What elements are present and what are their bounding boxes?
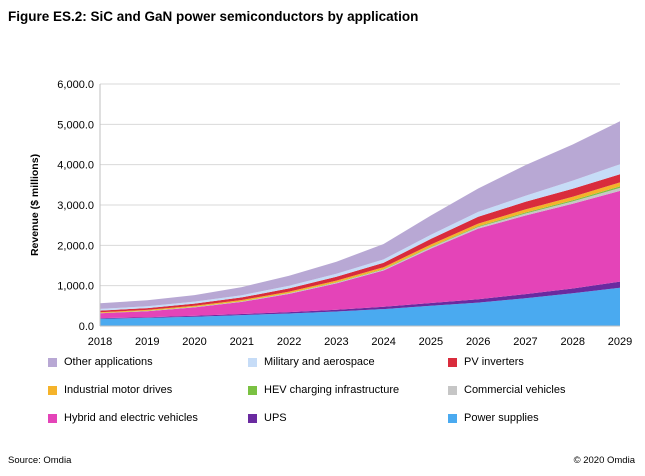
legend: Other applications Military and aerospace… (48, 356, 608, 436)
y-tick-label: 4,000.0 (57, 160, 94, 172)
x-tick-label: 2019 (135, 336, 159, 348)
legend-item-military-and-aerospace: Military and aerospace (248, 356, 375, 368)
legend-item-other-applications: Other applications (48, 356, 153, 368)
legend-swatch (448, 413, 457, 423)
legend-item-ups: UPS (248, 412, 287, 424)
x-tick-label: 2029 (608, 336, 632, 348)
area-power-supplies (100, 287, 620, 326)
legend-item-hybrid-and-electric-vehicles: Hybrid and electric vehicles (48, 412, 198, 424)
copyright-note: © 2020 Omdia (573, 455, 635, 466)
y-tick-label: 6,000.0 (57, 79, 94, 91)
legend-label: Commercial vehicles (464, 384, 566, 396)
legend-swatch (48, 385, 57, 395)
area-series-group (100, 121, 620, 326)
y-tick-label: 1,000.0 (57, 281, 94, 293)
legend-item-pv-inverters: PV inverters (448, 356, 524, 368)
legend-swatch (48, 357, 57, 367)
legend-swatch (448, 357, 457, 367)
x-tick-label: 2028 (560, 336, 584, 348)
legend-label: Power supplies (464, 412, 539, 424)
x-tick-label: 2021 (230, 336, 254, 348)
legend-label: UPS (264, 412, 287, 424)
x-tick-label: 2027 (513, 336, 537, 348)
source-note: Source: Omdia (8, 455, 72, 466)
legend-item-power-supplies: Power supplies (448, 412, 539, 424)
x-tick-labels: 2018 2019 2020 2021 2022 2023 2024 2025 2026 2027… (88, 336, 632, 348)
legend-item-hev-charging-infrastructure: HEV charging infrastructure (248, 384, 399, 396)
y-tick-label: 5,000.0 (57, 119, 94, 131)
x-tick-label: 2020 (182, 336, 206, 348)
chart-title: Figure ES.2: SiC and GaN power semicondu… (8, 9, 419, 24)
area-hybrid-and-electric-vehicles (100, 190, 620, 319)
legend-swatch (248, 385, 257, 395)
legend-label: Other applications (64, 356, 153, 368)
x-tick-label: 2023 (324, 336, 348, 348)
y-tick-label: 3,000.0 (57, 200, 94, 212)
legend-label: HEV charging infrastructure (264, 384, 400, 396)
legend-label: Industrial motor drives (64, 384, 173, 396)
legend-swatch (248, 413, 257, 423)
legend-swatch (248, 357, 257, 367)
legend-label: Hybrid and electric vehicles (64, 412, 198, 424)
x-tick-label: 2026 (466, 336, 490, 348)
legend-swatch (448, 385, 457, 395)
legend-swatch (48, 413, 57, 423)
axes (99, 84, 620, 327)
legend-label: Military and aerospace (264, 356, 375, 368)
x-tick-label: 2018 (88, 336, 112, 348)
y-tick-label: 2,000.0 (57, 240, 94, 252)
y-axis-label: Revenue ($ millions) (29, 154, 41, 256)
legend-item-commercial-vehicles: Commercial vehicles (448, 384, 565, 396)
legend-label: PV inverters (464, 356, 524, 368)
x-tick-label: 2024 (371, 336, 395, 348)
x-tick-label: 2025 (419, 336, 443, 348)
y-tick-labels: 0.0 1,000.0 2,000.0 3,000.0 4,000.0 5,000.0 6,… (57, 79, 94, 333)
y-tick-label: 0.0 (79, 321, 94, 333)
legend-item-industrial-motor-drives: Industrial motor drives (48, 384, 172, 396)
x-tick-label: 2022 (277, 336, 301, 348)
